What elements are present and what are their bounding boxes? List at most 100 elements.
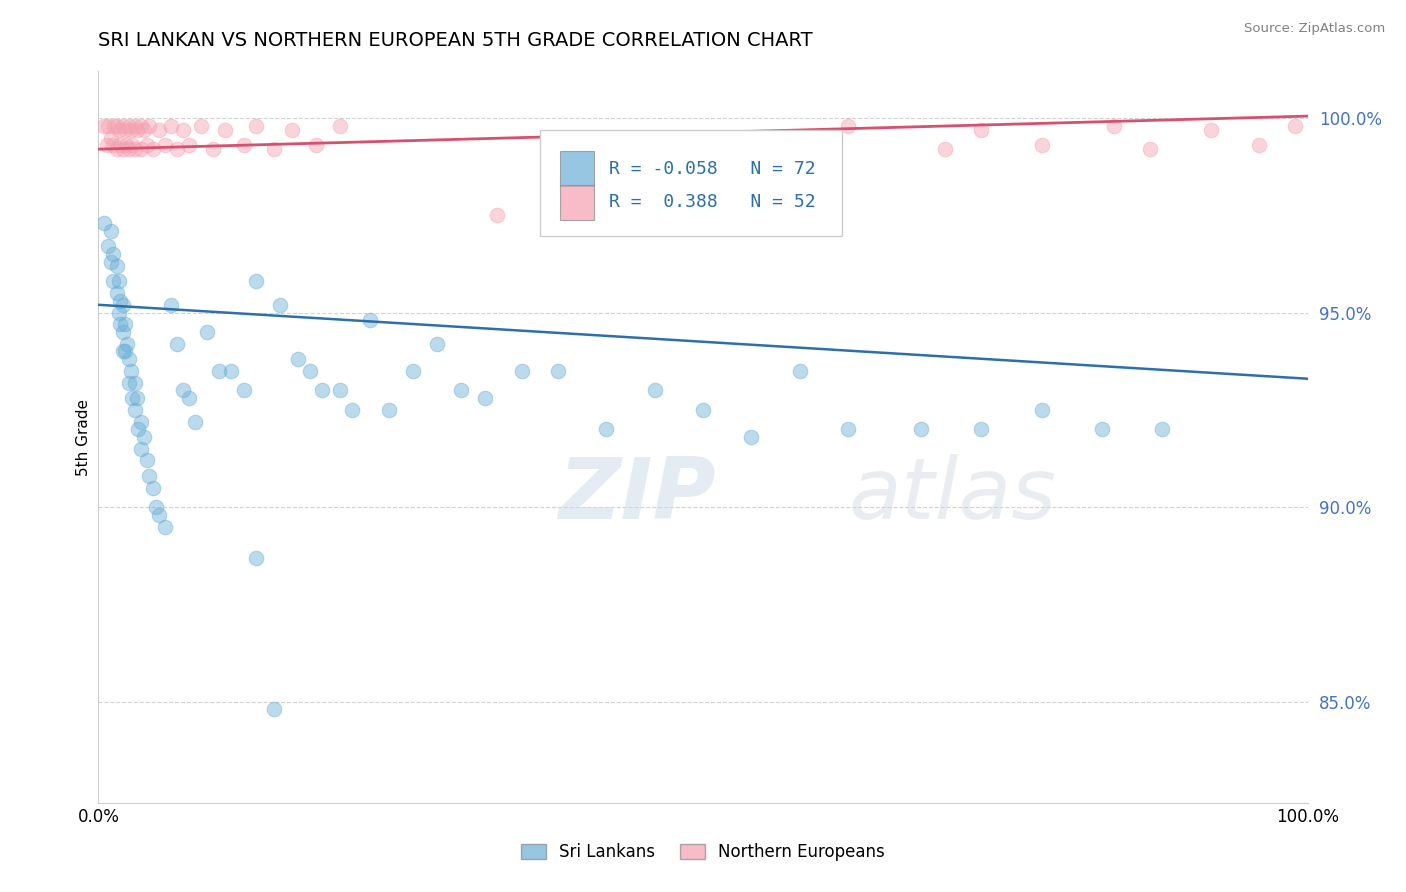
Text: R = -0.058   N = 72: R = -0.058 N = 72 [609,160,815,178]
Text: SRI LANKAN VS NORTHERN EUROPEAN 5TH GRADE CORRELATION CHART: SRI LANKAN VS NORTHERN EUROPEAN 5TH GRAD… [98,31,813,50]
Point [100,255,122,269]
Point [377,402,399,417]
Point [129,142,152,156]
Point [105,119,128,133]
Point [134,122,156,136]
Point [101,247,124,261]
Point [100,130,122,145]
Point [96,138,118,153]
Point [124,119,146,133]
Point [644,384,666,398]
Point [129,442,152,456]
Point [263,142,285,156]
Point [910,422,932,436]
Point [135,453,157,467]
Point [221,364,243,378]
Point [108,318,131,332]
Point [134,430,156,444]
Point [111,344,134,359]
FancyBboxPatch shape [561,151,595,186]
Point [93,216,115,230]
Point [970,422,993,436]
Text: ZIP: ZIP [558,454,716,537]
Point [124,402,146,417]
Point [153,519,176,533]
Point [129,415,152,429]
Point [740,430,762,444]
Point [311,384,333,398]
Point [100,224,122,238]
Point [114,318,136,332]
Point [1139,142,1161,156]
FancyBboxPatch shape [561,185,595,219]
Point [263,702,285,716]
Point [111,325,134,339]
Point [510,364,533,378]
Point [129,119,152,133]
Point [1091,422,1114,436]
Point [114,122,136,136]
Point [837,422,859,436]
Point [145,500,167,515]
Point [281,122,304,136]
Point [172,384,194,398]
Text: atlas: atlas [848,454,1056,537]
Point [329,384,352,398]
Point [160,298,183,312]
Point [124,142,146,156]
Point [1152,422,1174,436]
Point [121,391,143,405]
Legend: Sri Lankans, Northern Europeans: Sri Lankans, Northern Europeans [515,837,891,868]
Point [120,364,142,378]
Point [305,138,328,153]
Point [245,119,267,133]
Point [93,119,115,133]
Point [101,138,124,153]
Point [172,122,194,136]
Point [184,415,207,429]
Point [166,142,188,156]
Point [108,138,131,153]
Point [190,119,212,133]
Point [127,422,149,436]
Point [232,138,254,153]
Text: R =  0.388   N = 52: R = 0.388 N = 52 [609,194,815,211]
Point [232,384,254,398]
Point [360,313,382,327]
Point [114,344,136,359]
Point [595,422,617,436]
Point [127,122,149,136]
Point [1102,119,1125,133]
Point [202,142,225,156]
Point [105,259,128,273]
Point [142,481,165,495]
Point [160,119,183,133]
Point [135,138,157,153]
Point [789,364,811,378]
Point [148,122,170,136]
Point [299,364,322,378]
Point [1031,138,1053,153]
Point [547,364,569,378]
Y-axis label: 5th Grade: 5th Grade [76,399,91,475]
Point [837,119,859,133]
Point [105,286,128,301]
Point [426,336,449,351]
Point [195,325,218,339]
Point [1031,402,1053,417]
Point [118,119,141,133]
Point [450,384,472,398]
Point [287,352,309,367]
Point [179,138,201,153]
Point [138,119,160,133]
Point [245,275,267,289]
Point [97,239,120,253]
Point [127,391,149,405]
Point [105,142,128,156]
Point [103,119,125,133]
Point [118,352,141,367]
Text: Source: ZipAtlas.com: Source: ZipAtlas.com [1244,22,1385,36]
FancyBboxPatch shape [540,130,842,235]
Point [111,142,134,156]
Point [474,391,496,405]
